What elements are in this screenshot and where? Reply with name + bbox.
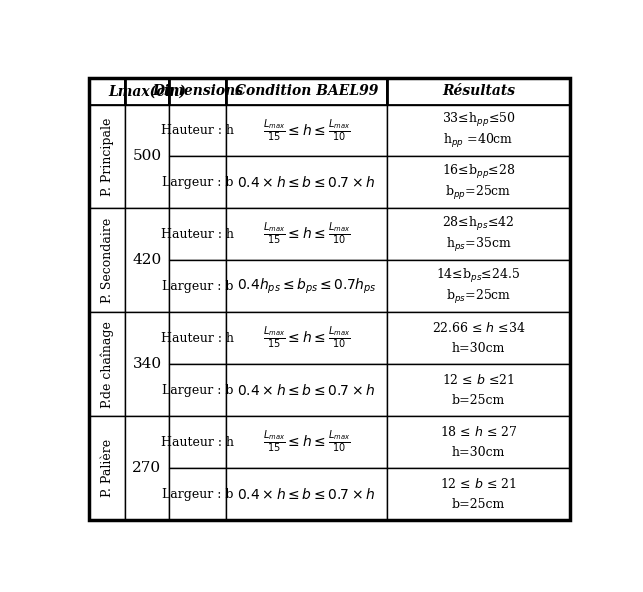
Text: $0.4 \times h \leq b \leq 0.7 \times h$: $0.4 \times h \leq b \leq 0.7 \times h$ — [237, 382, 376, 398]
Bar — [168, 313, 226, 364]
Text: Hauteur : h: Hauteur : h — [161, 332, 234, 345]
Text: 270: 270 — [132, 461, 161, 475]
Text: h$_{ps}$=35cm: h$_{ps}$=35cm — [446, 236, 511, 254]
Text: 340: 340 — [132, 357, 161, 371]
Text: P. Principale: P. Principale — [101, 117, 114, 196]
Bar — [168, 416, 226, 468]
Bar — [125, 208, 168, 313]
Text: 500: 500 — [132, 150, 161, 163]
Bar — [226, 208, 387, 260]
Text: 28≤h$_{ps}$≤42: 28≤h$_{ps}$≤42 — [442, 215, 514, 233]
Text: $\frac{L_{max}}{15} \leq h \leq \frac{L_{max}}{10}$: $\frac{L_{max}}{15} \leq h \leq \frac{L_… — [263, 325, 350, 351]
Bar — [125, 313, 168, 416]
Bar — [125, 416, 168, 520]
Text: Condition BAEL99: Condition BAEL99 — [235, 84, 379, 98]
Text: 33≤h$_{pp}$≤50: 33≤h$_{pp}$≤50 — [442, 111, 515, 129]
Text: h=30cm: h=30cm — [452, 342, 505, 355]
Bar — [125, 78, 168, 105]
Bar — [89, 208, 125, 313]
Bar — [226, 416, 387, 468]
Bar — [168, 156, 226, 208]
Text: b$_{ps}$=25cm: b$_{ps}$=25cm — [446, 288, 511, 305]
Bar — [226, 105, 387, 156]
Text: 14≤b$_{ps}$≤24.5: 14≤b$_{ps}$≤24.5 — [437, 267, 521, 285]
Text: Hauteur : h: Hauteur : h — [161, 436, 234, 449]
Bar — [387, 208, 570, 260]
Bar — [226, 364, 387, 416]
Text: h$_{pp}$ =40cm: h$_{pp}$ =40cm — [443, 132, 514, 150]
Text: b=25cm: b=25cm — [452, 498, 505, 511]
Bar — [387, 468, 570, 520]
Bar — [168, 260, 226, 313]
Text: 420: 420 — [132, 253, 161, 268]
Text: P. Palière: P. Palière — [101, 439, 114, 497]
Text: $0.4 \times h \leq b \leq 0.7 \times h$: $0.4 \times h \leq b \leq 0.7 \times h$ — [237, 175, 376, 190]
Text: Largeur : b: Largeur : b — [161, 384, 233, 397]
Text: Résultats: Résultats — [442, 84, 515, 98]
Bar — [168, 208, 226, 260]
Bar — [226, 260, 387, 313]
Text: 18 ≤ $h$ ≤ 27: 18 ≤ $h$ ≤ 27 — [440, 424, 517, 439]
Bar — [226, 313, 387, 364]
Text: P.de chaînage: P.de chaînage — [100, 321, 114, 408]
Text: Largeur : b: Largeur : b — [161, 488, 233, 501]
Text: 16≤b$_{pp}$≤28: 16≤b$_{pp}$≤28 — [442, 163, 515, 181]
Bar — [387, 156, 570, 208]
Bar — [226, 468, 387, 520]
Text: Largeur : b: Largeur : b — [161, 176, 233, 189]
Bar — [89, 78, 125, 105]
Text: $\frac{L_{max}}{15} \leq h \leq \frac{L_{max}}{10}$: $\frac{L_{max}}{15} \leq h \leq \frac{L_… — [263, 429, 350, 455]
Text: Hauteur : h: Hauteur : h — [161, 228, 234, 241]
Bar — [226, 78, 387, 105]
Bar — [168, 468, 226, 520]
Bar — [89, 313, 125, 416]
Bar — [387, 364, 570, 416]
Bar — [387, 313, 570, 364]
Text: Lmax(cm): Lmax(cm) — [108, 84, 186, 98]
Text: $0.4 \times h \leq b \leq 0.7 \times h$: $0.4 \times h \leq b \leq 0.7 \times h$ — [237, 487, 376, 501]
Bar — [168, 78, 226, 105]
Text: $\frac{L_{max}}{15} \leq h \leq \frac{L_{max}}{10}$: $\frac{L_{max}}{15} \leq h \leq \frac{L_… — [263, 118, 350, 143]
Text: $0.4h_{ps} \leq b_{ps} \leq 0.7h_{ps}$: $0.4h_{ps} \leq b_{ps} \leq 0.7h_{ps}$ — [237, 276, 377, 296]
Text: P. Secondaire: P. Secondaire — [101, 218, 114, 303]
Text: Hauteur : h: Hauteur : h — [161, 124, 234, 137]
Bar — [168, 364, 226, 416]
Bar — [387, 78, 570, 105]
Text: $\frac{L_{max}}{15} \leq h \leq \frac{L_{max}}{10}$: $\frac{L_{max}}{15} \leq h \leq \frac{L_… — [263, 221, 350, 247]
Text: 22.66 ≤ $h$ ≤34: 22.66 ≤ $h$ ≤34 — [431, 321, 525, 335]
Text: b=25cm: b=25cm — [452, 394, 505, 407]
Text: h=30cm: h=30cm — [452, 446, 505, 459]
Text: b$_{pp}$=25cm: b$_{pp}$=25cm — [446, 184, 512, 202]
Bar — [89, 105, 125, 208]
Bar — [387, 416, 570, 468]
Text: Largeur : b: Largeur : b — [161, 280, 233, 293]
Text: 12 ≤ $b$ ≤ 21: 12 ≤ $b$ ≤ 21 — [440, 477, 517, 491]
Bar — [89, 416, 125, 520]
Bar — [387, 105, 570, 156]
Bar — [168, 105, 226, 156]
Bar — [125, 105, 168, 208]
Bar — [387, 260, 570, 313]
Bar — [226, 156, 387, 208]
Text: Dimensions: Dimensions — [152, 84, 243, 98]
Text: 12 ≤ $b$ ≤21: 12 ≤ $b$ ≤21 — [442, 373, 515, 387]
